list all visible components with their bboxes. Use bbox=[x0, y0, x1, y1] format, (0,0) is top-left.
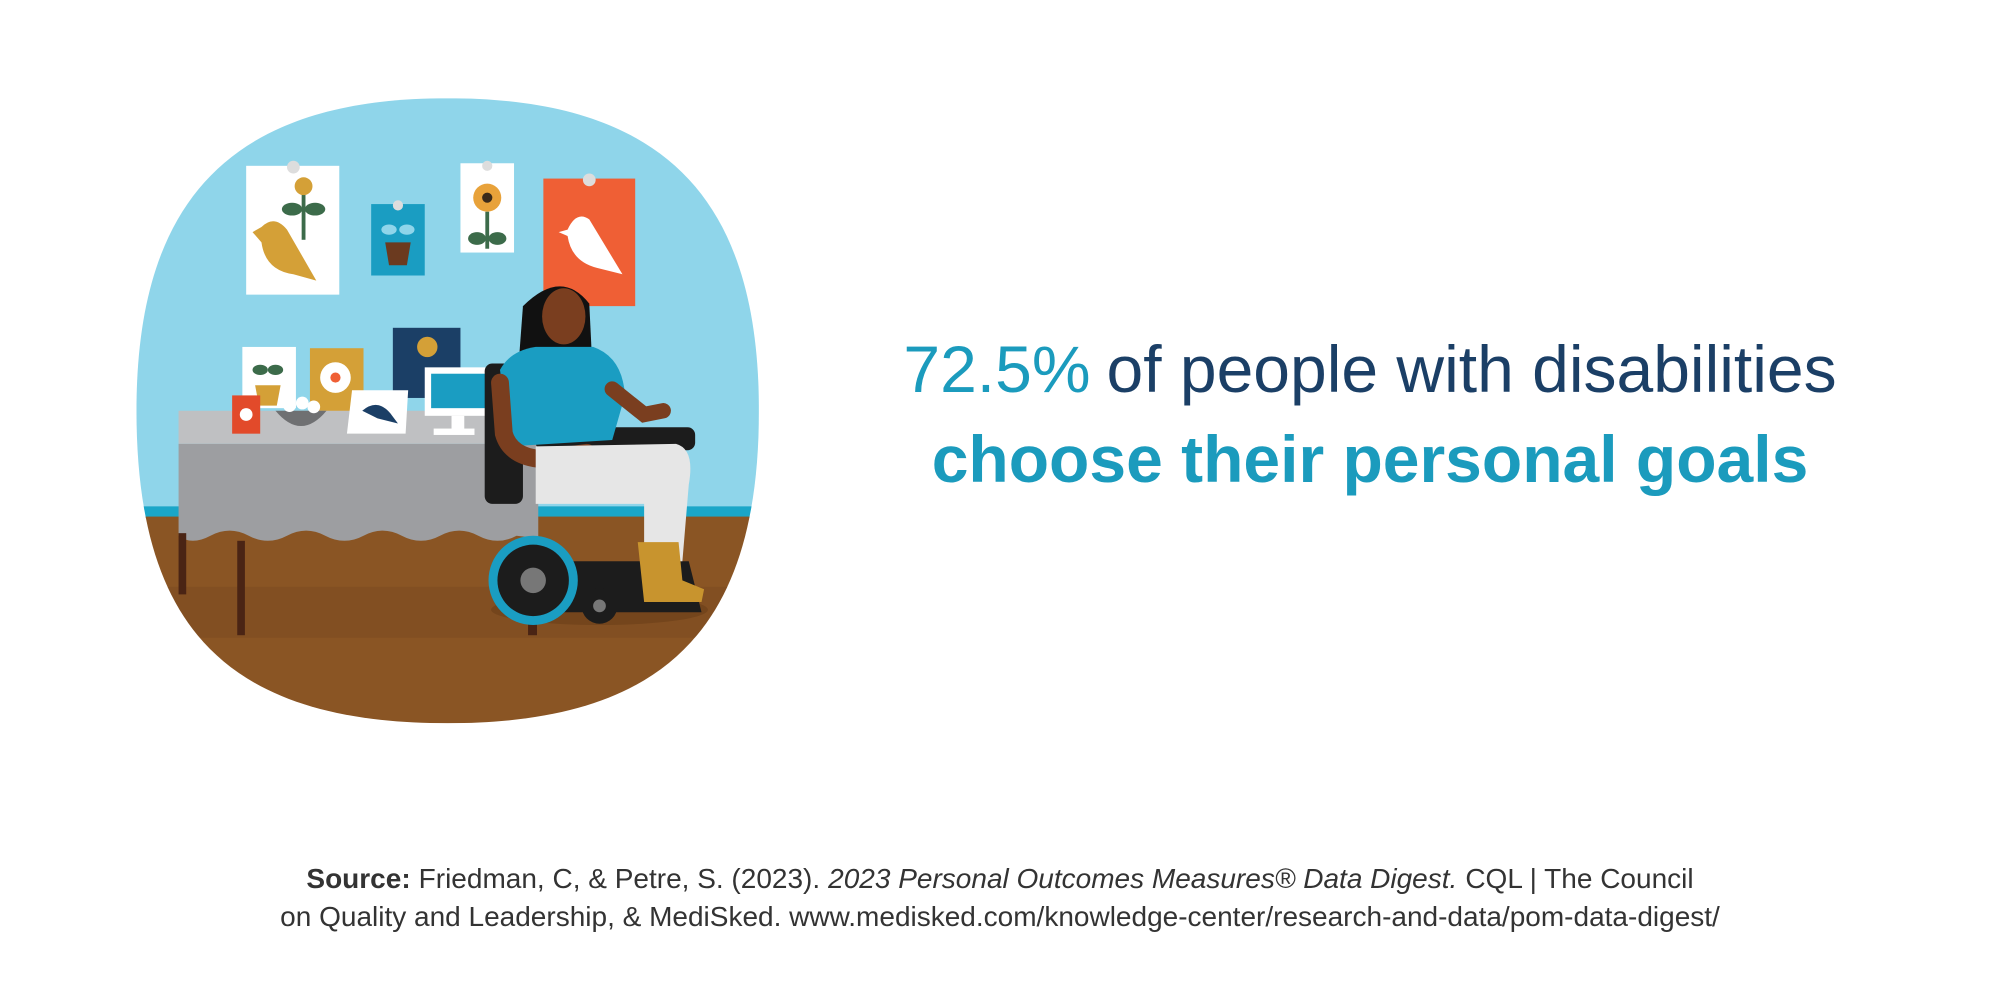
headline-text: of people with disabilities bbox=[1107, 332, 1837, 406]
source-title: 2023 Personal Outcomes Measures® Data Di… bbox=[827, 863, 1457, 894]
source-line-1: Source: Friedman, C, & Petre, S. (2023). 2… bbox=[306, 863, 1693, 894]
source-label: Source: bbox=[306, 863, 410, 894]
source-publisher: CQL | The Council bbox=[1465, 863, 1693, 894]
source-line-2: on Quality and Leadership, & MediSked. w… bbox=[280, 901, 1720, 932]
headline-line-2: choose their personal goals bbox=[932, 422, 1809, 496]
source-authors: Friedman, C, & Petre, S. (2023). bbox=[419, 863, 821, 894]
illustration bbox=[136, 98, 759, 724]
headline-stat: 72.5% bbox=[903, 332, 1090, 406]
headline-line-1: 72.5% of people with disabilities bbox=[903, 332, 1836, 406]
